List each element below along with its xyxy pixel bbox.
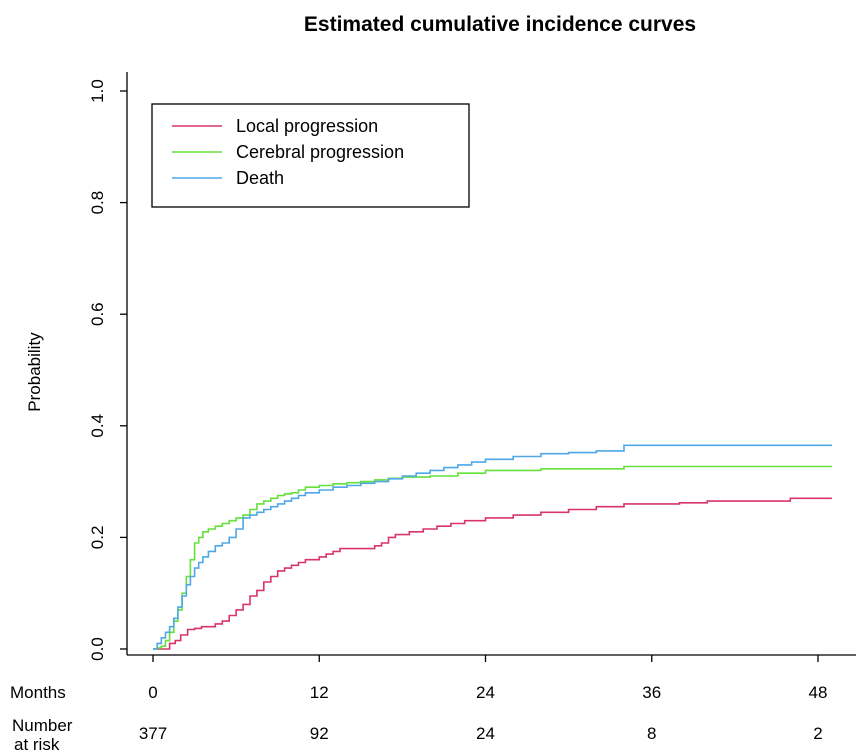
at-risk-label: at risk xyxy=(14,735,60,754)
months-label: Months xyxy=(10,683,66,702)
x-tick-label: 24 xyxy=(476,683,495,702)
y-tick-label: 0.2 xyxy=(88,526,107,550)
x-tick-label: 36 xyxy=(642,683,661,702)
legend-box xyxy=(151,103,470,208)
x-tick-label: 12 xyxy=(310,683,329,702)
x-tick-label: 0 xyxy=(148,683,157,702)
y-tick-label: 1.0 xyxy=(88,79,107,103)
y-ticks: 0.0 0.2 0.4 0.6 0.8 1.0 xyxy=(88,79,127,661)
y-tick-label: 0.6 xyxy=(88,302,107,326)
y-tick-label: 0.4 xyxy=(88,414,107,438)
number-at-risk-value: 377 xyxy=(139,724,167,743)
number-at-risk-value: 24 xyxy=(476,724,495,743)
curve-cerebral-progression xyxy=(153,465,832,650)
y-axis-label: Probability xyxy=(25,332,44,412)
x-ticks: 0 12 24 36 48 xyxy=(148,655,827,702)
risk-values: 377 92 24 8 2 xyxy=(139,724,823,743)
number-at-risk-value: 92 xyxy=(310,724,329,743)
y-tick-label: 0.0 xyxy=(88,637,107,661)
number-at-risk-value: 8 xyxy=(647,724,656,743)
number-label: Number xyxy=(12,716,73,735)
legend-items: Local progression Cerebral progression Dea… xyxy=(172,116,404,188)
curve-local-progression xyxy=(153,497,832,650)
number-at-risk-value: 2 xyxy=(813,724,822,743)
legend: Local progression Cerebral progression Dea… xyxy=(151,103,470,208)
curves xyxy=(153,444,832,650)
x-tick-label: 48 xyxy=(809,683,828,702)
chart-title: Estimated cumulative incidence curves xyxy=(304,13,696,36)
curve-death xyxy=(153,444,832,650)
legend-label: Death xyxy=(236,168,284,188)
legend-label: Cerebral progression xyxy=(236,142,404,162)
legend-label: Local progression xyxy=(236,116,378,136)
y-tick-label: 0.8 xyxy=(88,191,107,215)
